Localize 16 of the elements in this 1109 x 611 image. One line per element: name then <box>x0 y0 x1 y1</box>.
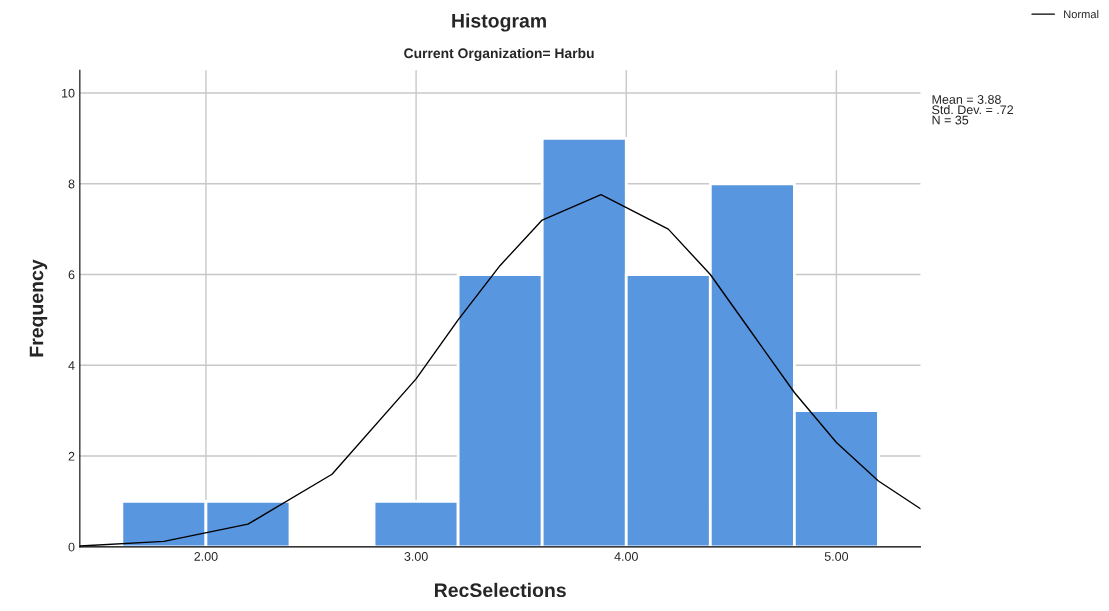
y-tick-label: 10 <box>62 88 75 98</box>
x-tick-label: 5.00 <box>824 552 849 561</box>
x-tick-label: 4.00 <box>614 552 638 561</box>
x-tick-label: 2.00 <box>194 552 218 561</box>
y-tick-label: 2 <box>68 451 75 461</box>
y-axis-title: Frequency <box>29 259 48 357</box>
chart-subtitle: Current Organization= Harbu <box>404 47 594 61</box>
y-tick-label: 6 <box>68 270 75 280</box>
y-tick-label: 4 <box>68 361 75 370</box>
text: Mean = 3.88 Std. Dev. = .72 N = 35 <box>932 95 1014 125</box>
legend-label: Normal <box>1064 10 1099 19</box>
y-tick-label: 0 <box>68 542 75 552</box>
x-axis-title: RecSelections <box>435 582 566 598</box>
x-tick-label: 3.00 <box>404 552 428 561</box>
chart-title: Histogram <box>452 13 546 32</box>
y-tick-label: 8 <box>68 179 75 189</box>
